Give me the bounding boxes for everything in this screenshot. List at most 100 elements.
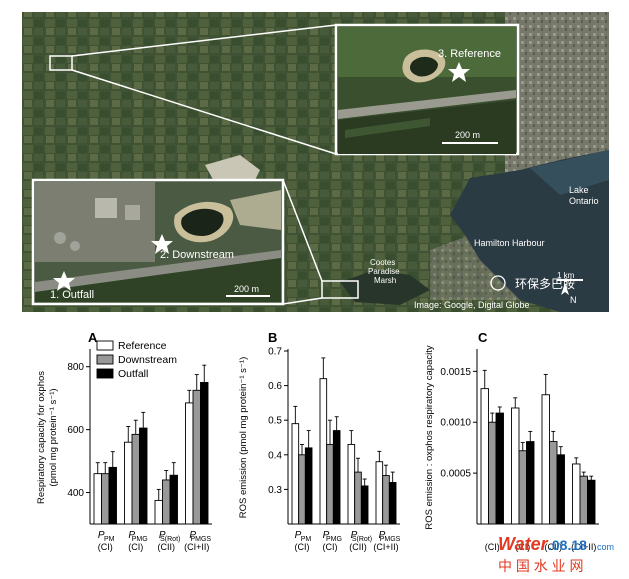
category-label: P: [159, 530, 166, 541]
star-downstream: [151, 234, 173, 254]
bar: [488, 421, 497, 525]
bar: [549, 441, 558, 525]
bar: [298, 454, 306, 525]
bar: [192, 389, 201, 525]
legend-label: Outfall: [118, 368, 148, 380]
bar: [319, 378, 328, 525]
bar: [304, 447, 313, 525]
watermark-com: com: [597, 542, 614, 552]
bar: [480, 388, 489, 525]
category-group-label: (CI): [323, 542, 338, 552]
north-arrow-icon: [561, 283, 569, 295]
y-tick-label: 0.3: [268, 485, 282, 496]
category-label: P: [98, 530, 105, 541]
bar: [101, 473, 110, 525]
category-label: P: [189, 530, 196, 541]
inset-reference: 3. Reference 200 m: [334, 23, 520, 156]
chart-panel-a: A 400 600 800 Respiratory capacity for oxpho…: [36, 330, 212, 552]
y-tick-label: 0.0010: [440, 418, 471, 429]
y-axis-label: ROS emission (pmol mg protein⁻¹ s⁻¹): [238, 357, 249, 519]
outfall-site-label: 1. Outfall: [50, 289, 94, 301]
bar: [124, 441, 133, 525]
y-tick-label: 0.0005: [440, 469, 471, 480]
image-credit: Image: Google, Digital Globe: [414, 300, 530, 310]
bar: [375, 461, 384, 525]
category-group-label: (CI): [485, 542, 500, 552]
chart-panel-c: C 0.0005 0.0010 0.0015 ROS emission : oxphos…: [424, 330, 599, 552]
bar: [291, 423, 300, 525]
category-subscript: PMG: [326, 536, 342, 543]
bar: [572, 463, 581, 525]
category-subscript: PM: [301, 536, 312, 543]
category-group-label: (CI): [128, 542, 143, 552]
y-tick-label: 0.5: [268, 416, 282, 427]
category-group-label: (CI): [98, 542, 113, 552]
site-watermark: Water .08.18 com 中 国 水 业 网: [498, 534, 614, 574]
bar: [360, 485, 369, 525]
bar: [587, 479, 596, 525]
category-group-label: (CII): [349, 542, 367, 552]
legend-swatch: [96, 340, 114, 351]
y-axis-label-units: (pmol mg protein⁻¹ s⁻¹): [48, 388, 59, 486]
panel-letter: B: [268, 330, 277, 345]
bar: [579, 475, 588, 525]
y-axis-label: Respiratory capacity for oxphos: [36, 371, 47, 504]
bar: [526, 441, 535, 525]
bar: [511, 407, 520, 525]
watermark-site-a: Water: [498, 534, 549, 554]
category-label: P: [323, 530, 330, 541]
lake-ontario-label: Lake Ontario: [569, 185, 599, 206]
chart-legend: Reference Downstream Outfall: [96, 340, 177, 380]
bar: [541, 394, 550, 525]
bar: [139, 427, 148, 525]
panel-letter: C: [478, 330, 488, 345]
bar: [326, 443, 334, 525]
bar: [154, 499, 163, 525]
y-tick-label: 0.6: [268, 381, 282, 392]
category-group-label: (CI): [515, 542, 530, 552]
bar: [93, 473, 102, 525]
category-label: P: [295, 530, 302, 541]
bar: [332, 430, 341, 525]
bar: [556, 454, 565, 525]
inset-downstream: 2. Downstream 1. Outfall 200 m: [31, 178, 285, 306]
bar: [108, 466, 117, 525]
category-subscript: S(Rot): [160, 536, 180, 543]
north-label: N: [570, 295, 577, 305]
y-tick-label: 800: [67, 362, 84, 373]
legend-swatch: [96, 368, 114, 379]
category-subscript: S(Rot): [352, 536, 372, 543]
bar: [382, 475, 390, 525]
y-tick-label: 400: [67, 488, 84, 499]
bar: [388, 482, 397, 525]
star-outfall: [53, 271, 75, 291]
category-group-label: (CI): [295, 542, 310, 552]
y-tick-label: 0.7: [268, 347, 282, 358]
category-group-label: (CII): [158, 542, 176, 552]
y-tick-label: 600: [67, 425, 84, 436]
reference-scale-label: 200 m: [455, 130, 480, 140]
legend-label: Downstream: [118, 354, 177, 366]
bar: [162, 479, 171, 525]
y-axis-label: ROS emission : oxphos respiratory capaci…: [424, 345, 435, 530]
category-label: P: [379, 530, 386, 541]
bar-charts: A 400 600 800 Respiratory capacity for oxpho…: [36, 330, 614, 574]
panel-letter: A: [88, 330, 98, 345]
category-subscript: PMG: [132, 536, 148, 543]
hamilton-harbour-label: Hamilton Harbour: [474, 238, 545, 248]
map-scale-label: 1 km: [557, 271, 575, 280]
bar: [495, 412, 504, 525]
bar: [200, 382, 209, 525]
y-tick-label: 0.4: [268, 450, 282, 461]
bar: [518, 450, 527, 525]
watermark-site-b: .08.18: [548, 537, 587, 553]
legend-swatch: [96, 354, 114, 365]
category-subscript: PM: [104, 536, 115, 543]
bar: [131, 433, 140, 525]
downstream-scale-label: 200 m: [234, 284, 259, 294]
satellite-map: 3. Reference 200 m 2. Downstream 1. Outf…: [22, 12, 609, 312]
category-label: P: [128, 530, 135, 541]
reference-site-label: 3. Reference: [438, 48, 501, 60]
category-group-label: (CI+II): [184, 542, 209, 552]
bar: [347, 443, 356, 525]
